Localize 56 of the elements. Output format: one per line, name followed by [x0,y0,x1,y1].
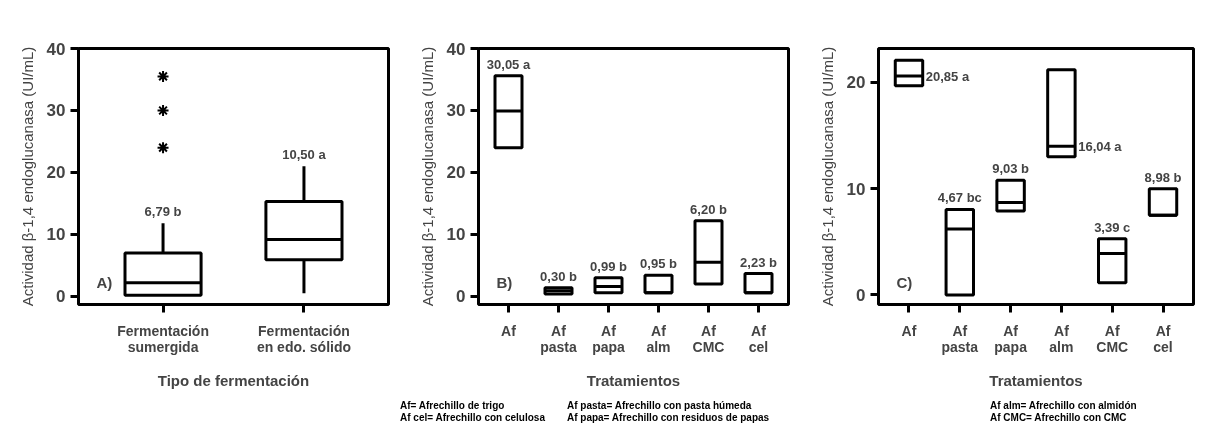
x-tick-label: Af alm [1049,322,1074,355]
x-tick-label: Af papa [592,322,626,355]
annotation: 4,67 bc [937,190,982,206]
x-tick-label: Af CMC [1096,322,1129,355]
y-tick-label: 20 [446,163,466,183]
annotation: 0,30 b [540,268,577,284]
text: Af pasta= Afrechillo con pasta húmeda [566,400,752,411]
text: Af papa= Afrechillo con residuos de papas [566,412,770,423]
y-tick-label: 10 [846,179,866,199]
x-tick-label: Af [501,322,517,339]
y-tick-label: 30 [46,101,66,121]
x-tick-label: Fermentación sumergida [117,322,209,355]
annotation: 0,99 b [590,258,627,274]
y-axis-title: Actividad β-1,4 endoglucanasa (UI/mL) [18,46,36,307]
y-tick-label: 10 [46,225,66,245]
x-tick-label: Af CMC [692,322,725,355]
annotation: 6,79 b [144,204,182,220]
x-axis-title: Tratamientos [586,371,681,389]
annotation: 2,23 b [740,254,777,270]
text: Af= Afrechillo de trigo [400,400,505,411]
x-tick-label: Af alm [646,322,671,355]
text: Af cel= Afrechillo con celulosa [400,412,545,423]
annotation: 10,50 a [282,147,327,163]
annotation: 6,20 b [690,201,727,217]
x-tick-label: Af pasta [941,322,979,355]
x-tick-label: Af cel [1153,322,1173,355]
x-axis-title: Tipo de fermentación [157,371,310,389]
x-tick-label: Af pasta [540,322,577,355]
y-axis-title: Actividad β-1,4 endoglucanasa (UI/mL) [818,46,836,307]
annotation: A) [96,273,113,291]
annotation: 0,95 b [640,256,677,272]
y-tick-label: 20 [846,73,866,93]
y-tick-label: 40 [46,39,66,59]
y-tick-label: 10 [446,225,466,245]
annotation: 8,98 b [1144,169,1182,185]
x-tick-label: Af papa [994,322,1028,355]
y-axis-title: Actividad β-1,4 endoglucanasa (UI/mL) [418,46,436,307]
annotation: 30,05 a [486,56,531,72]
annotation: 16,04 a [1078,138,1123,154]
text: Af alm= Afrechillo con almidón [990,400,1137,411]
text: Af CMC= Afrechillo con CMC [990,412,1127,423]
x-tick-label: Fermentación en edo. sólido [256,322,352,355]
annotation: 3,39 c [1094,219,1131,235]
y-tick-label: 0 [856,285,866,305]
annotation: 20,85 a [925,68,970,84]
y-tick-label: 0 [456,287,466,307]
annotation: 9,03 b [992,161,1030,177]
y-tick-label: 40 [446,39,466,59]
y-tick-label: 0 [56,287,66,307]
annotation: B) [496,273,513,291]
y-tick-label: 30 [446,101,466,121]
y-tick-label: 20 [46,163,66,183]
x-tick-label: Af [901,322,917,339]
x-axis-title: Tratamientos [989,371,1083,389]
x-tick-label: Af cel [748,322,769,355]
annotation: C) [896,273,913,291]
